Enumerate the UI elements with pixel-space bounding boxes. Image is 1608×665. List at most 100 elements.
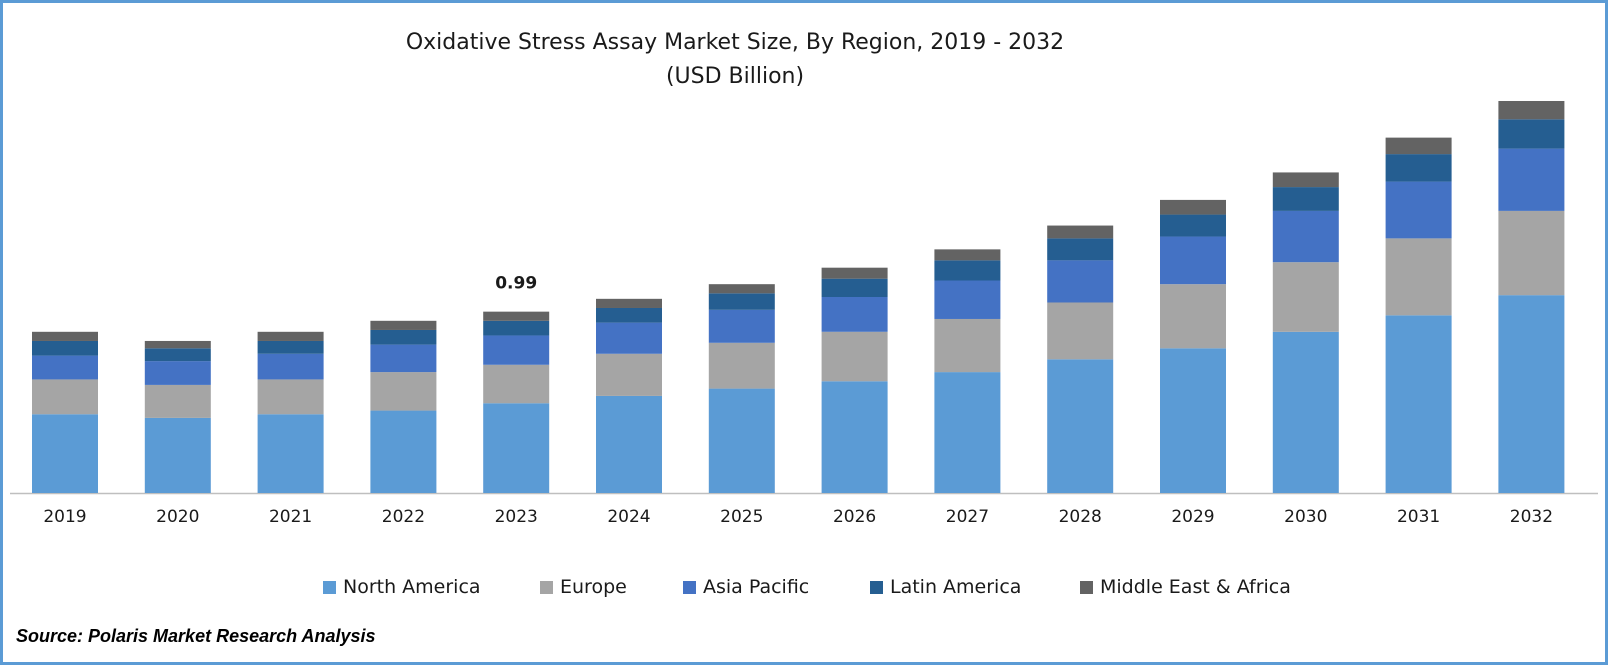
bar-segment-2029-latin-america	[1160, 214, 1226, 237]
bar-segment-2032-europe	[1498, 210, 1565, 296]
bar-segment-2020-north-america	[144, 417, 211, 493]
bar-segment-2031-middle-east-africa	[1385, 137, 1452, 155]
bar-segment-2019-latin-america	[32, 340, 98, 356]
bar-segment-2023-north-america	[483, 403, 550, 493]
x-tick-label: 2030	[1284, 507, 1327, 527]
bar-segment-2032-middle-east-africa	[1498, 100, 1565, 120]
bar-segment-2023-europe	[483, 364, 550, 404]
legend-item-middle-east-africa: Middle East & Africa	[1080, 572, 1291, 602]
legend-item-asia-pacific: Asia Pacific	[683, 572, 809, 602]
bar-segment-2019-middle-east-africa	[32, 331, 98, 341]
bar-segment-2020-europe	[144, 384, 211, 418]
x-tick-label: 2022	[382, 507, 425, 527]
bar-segment-2025-north-america	[708, 388, 775, 493]
bar-segment-2022-middle-east-africa	[370, 320, 437, 330]
x-tick-label: 2023	[495, 507, 538, 527]
bar-segment-2025-asia-pacific	[708, 309, 775, 343]
x-tick-label: 2029	[1171, 507, 1214, 527]
bar-segment-2027-europe	[934, 318, 1001, 373]
bar-segment-2020-middle-east-africa	[144, 340, 211, 349]
legend-item-latin-america: Latin America	[870, 572, 1021, 602]
stacked-bar-chart: 2019 2020 2021 2022 2023 2024 2025 2026 2027 2028…	[10, 100, 1598, 527]
bar-segment-2020-latin-america	[144, 348, 211, 362]
bar-segment-2020-asia-pacific	[144, 361, 211, 385]
bar-segment-2024-europe	[596, 353, 662, 396]
bar-segment-2021-middle-east-africa	[257, 331, 324, 341]
bar-segment-2032-asia-pacific	[1498, 148, 1565, 211]
bar-segment-2030-asia-pacific	[1272, 210, 1339, 263]
source-note: Source: Polaris Market Research Analysis	[16, 626, 376, 646]
legend-label: Middle East & Africa	[1100, 576, 1291, 598]
bar-segment-2028-europe	[1047, 302, 1114, 360]
bar-segment-2028-asia-pacific	[1047, 260, 1114, 303]
chart-title-block: Oxidative Stress Assay Market Size, By R…	[0, 26, 1470, 94]
bar-segment-2026-europe	[821, 331, 888, 382]
data-label-2023: 0.99	[495, 274, 537, 294]
bar-segment-2023-middle-east-africa	[483, 311, 550, 321]
bar-segment-2025-europe	[708, 342, 775, 389]
bar-segment-2026-asia-pacific	[821, 296, 888, 332]
legend-label: North America	[343, 576, 481, 598]
x-tick-label: 2031	[1397, 507, 1440, 527]
bar-segment-2026-middle-east-africa	[821, 267, 888, 279]
bar-segment-2029-north-america	[1160, 348, 1226, 493]
x-tick-label: 2020	[156, 507, 199, 527]
bar-segment-2030-europe	[1272, 262, 1339, 332]
x-tick-label: 2019	[43, 507, 86, 527]
bar-segment-2031-north-america	[1385, 315, 1452, 493]
bar-segment-2024-latin-america	[596, 307, 662, 323]
legend-item-europe: Europe	[540, 572, 627, 602]
bar-segment-2025-latin-america	[708, 293, 775, 310]
legend-item-north-america: North America	[323, 572, 481, 602]
legend-label: Asia Pacific	[703, 576, 810, 598]
bar-segment-2029-middle-east-africa	[1160, 199, 1226, 215]
bar-segment-2022-asia-pacific	[370, 344, 437, 373]
bar-segment-2032-latin-america	[1498, 119, 1565, 149]
x-tick-label: 2021	[269, 507, 312, 527]
bar-segment-2021-latin-america	[257, 340, 324, 354]
bar-segment-2024-asia-pacific	[596, 322, 662, 354]
bar-segment-2026-north-america	[821, 381, 888, 493]
bar-segment-2021-north-america	[257, 414, 324, 493]
bar-segment-2019-asia-pacific	[32, 355, 98, 380]
bar-segment-2022-europe	[370, 372, 437, 411]
bar-segment-2023-asia-pacific	[483, 335, 550, 365]
bar-segment-2029-asia-pacific	[1160, 236, 1226, 285]
bar-segment-2019-europe	[32, 379, 98, 415]
legend-swatch	[1080, 580, 1093, 594]
x-tick-label: 2032	[1510, 507, 1553, 527]
bar-segment-2022-latin-america	[370, 329, 437, 345]
legend-label: Europe	[560, 576, 627, 598]
bar-segment-2023-latin-america	[483, 320, 550, 336]
bar-segment-2029-europe	[1160, 284, 1226, 349]
bar-segment-2032-north-america	[1498, 295, 1565, 493]
bar-segment-2025-middle-east-africa	[708, 284, 775, 294]
bar-segment-2027-asia-pacific	[934, 280, 1001, 319]
bar-segment-2031-europe	[1385, 238, 1452, 316]
bar-segment-2022-north-america	[370, 410, 437, 493]
bar-segment-2031-latin-america	[1385, 154, 1452, 182]
legend-swatch	[870, 580, 883, 594]
chart-legend: North America Europe Asia Pacific Latin Ame…	[0, 572, 1608, 602]
x-tick-label: 2027	[946, 507, 989, 527]
x-tick-label: 2028	[1059, 507, 1102, 527]
bar-segment-2026-latin-america	[821, 278, 888, 297]
bar-segment-2024-middle-east-africa	[596, 298, 662, 308]
legend-swatch	[540, 580, 553, 594]
legend-swatch	[323, 580, 336, 594]
bar-segment-2027-north-america	[934, 372, 1001, 493]
legend-label: Latin America	[890, 576, 1022, 598]
chart-subtitle: (USD Billion)	[665, 64, 805, 89]
bar-segment-2028-middle-east-africa	[1047, 225, 1114, 239]
bar-segment-2028-north-america	[1047, 359, 1114, 493]
bar-segment-2030-north-america	[1272, 331, 1339, 493]
bar-segment-2021-europe	[257, 379, 324, 415]
bar-segment-2030-latin-america	[1272, 187, 1339, 211]
x-tick-label: 2024	[607, 507, 650, 527]
x-tick-label: 2025	[720, 507, 763, 527]
bar-segment-2019-north-america	[32, 414, 98, 493]
x-tick-label: 2026	[833, 507, 876, 527]
chart-title: Oxidative Stress Assay Market Size, By R…	[405, 30, 1065, 55]
bar-segment-2028-latin-america	[1047, 238, 1114, 261]
bar-segment-2024-north-america	[596, 395, 662, 493]
